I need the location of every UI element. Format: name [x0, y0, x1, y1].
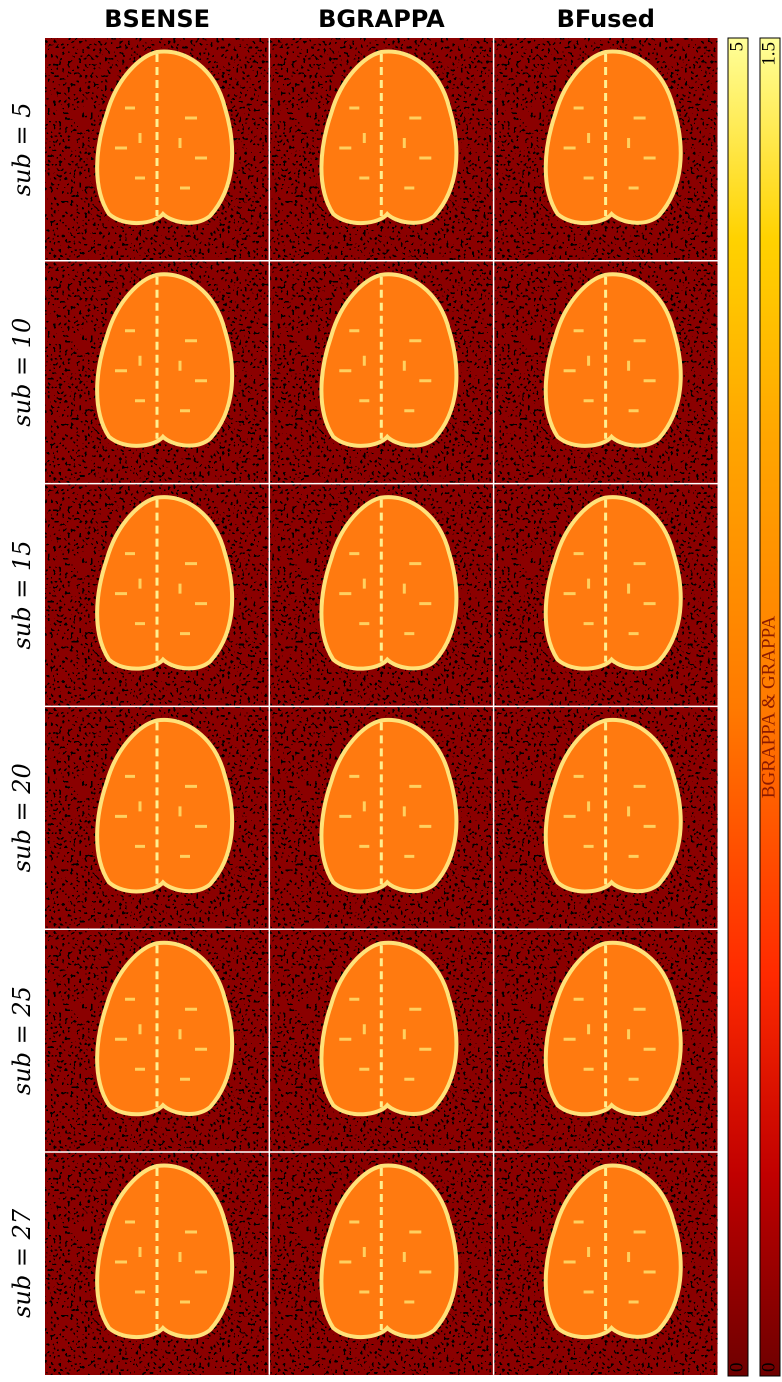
column-header: BGRAPPA [318, 5, 445, 33]
mri-image [45, 484, 269, 707]
mri-image [494, 484, 718, 707]
mri-image [269, 38, 493, 261]
mri-image [45, 261, 269, 484]
colorbar-min: 0 [758, 1363, 779, 1373]
colorbar [728, 38, 748, 1376]
row-label: sub = 27 [8, 1208, 36, 1318]
colorbar-max: 1.5 [758, 42, 779, 66]
column-header: BFused [557, 5, 655, 33]
mri-image [494, 1152, 718, 1375]
mri-image [45, 706, 269, 929]
mri-image [45, 1152, 269, 1375]
mri-image [494, 38, 718, 261]
mri-image [269, 929, 493, 1152]
colorbar-max: 5 [726, 42, 747, 52]
row-label: sub = 25 [8, 986, 36, 1095]
mri-image [269, 261, 493, 484]
row-label: sub = 5 [8, 103, 36, 197]
mri-image [269, 1152, 493, 1375]
mri-image [45, 38, 269, 261]
mri-image [494, 261, 718, 484]
column-header: BSENSE [104, 5, 210, 33]
figure: BSENSE BGRAPPA BFused sub = 5 sub = 10 sub = … [0, 0, 782, 1382]
colorbar-min: 0 [726, 1363, 747, 1373]
colorbar-label: BGRAPPA & GRAPPA [758, 616, 779, 799]
mri-image [269, 706, 493, 929]
mri-image [269, 484, 493, 707]
row-label: sub = 15 [8, 540, 36, 649]
mri-image [494, 929, 718, 1152]
mri-image [45, 929, 269, 1152]
mri-image [494, 706, 718, 929]
row-label: sub = 20 [8, 763, 36, 872]
row-label: sub = 10 [8, 318, 36, 427]
